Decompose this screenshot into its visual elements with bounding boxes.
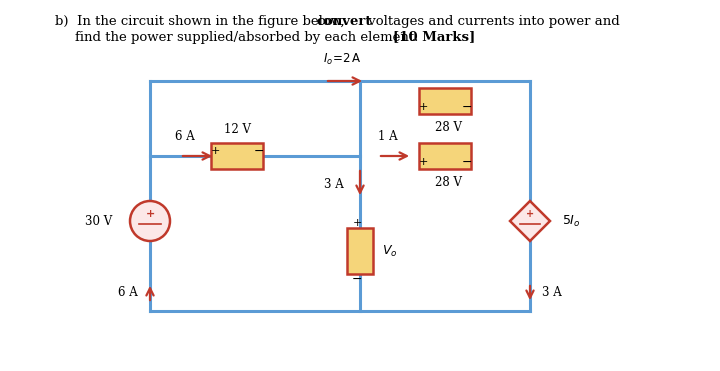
- Text: b)  In the circuit shown in the figure below,: b) In the circuit shown in the figure be…: [55, 14, 349, 27]
- Bar: [211, 143, 263, 169]
- Text: +: +: [526, 209, 534, 219]
- Text: +: +: [145, 209, 155, 219]
- Text: find the power supplied/absorbed by each element.: find the power supplied/absorbed by each…: [75, 30, 456, 43]
- Text: $5I_o$: $5I_o$: [562, 213, 580, 229]
- Circle shape: [130, 201, 170, 241]
- Text: −: −: [352, 273, 362, 286]
- Text: −: −: [462, 101, 472, 114]
- Text: 12 V: 12 V: [223, 123, 251, 136]
- Text: 28 V: 28 V: [436, 121, 462, 134]
- Text: +: +: [210, 146, 220, 156]
- Bar: [347, 228, 373, 274]
- Text: −: −: [253, 144, 264, 158]
- Text: +: +: [352, 218, 361, 228]
- Text: $V_o$: $V_o$: [382, 243, 397, 259]
- Polygon shape: [510, 201, 550, 241]
- Text: −: −: [462, 155, 472, 168]
- Text: voltages and currents into power and: voltages and currents into power and: [364, 14, 620, 27]
- Bar: [419, 143, 471, 169]
- Text: 1 A: 1 A: [378, 130, 398, 143]
- Text: $I_o\!=\!2\,\mathrm{A}$: $I_o\!=\!2\,\mathrm{A}$: [323, 52, 361, 67]
- Text: 28 V: 28 V: [436, 176, 462, 189]
- Text: 3 A: 3 A: [324, 177, 344, 190]
- Text: +: +: [418, 102, 428, 112]
- Text: 6 A: 6 A: [118, 286, 138, 299]
- Text: 3 A: 3 A: [542, 286, 562, 299]
- Text: 30 V: 30 V: [85, 214, 112, 227]
- Text: 6 A: 6 A: [175, 130, 195, 143]
- Text: convert: convert: [317, 14, 372, 27]
- Text: +: +: [418, 157, 428, 167]
- Text: [10 Marks]: [10 Marks]: [393, 30, 475, 43]
- Bar: [419, 88, 471, 114]
